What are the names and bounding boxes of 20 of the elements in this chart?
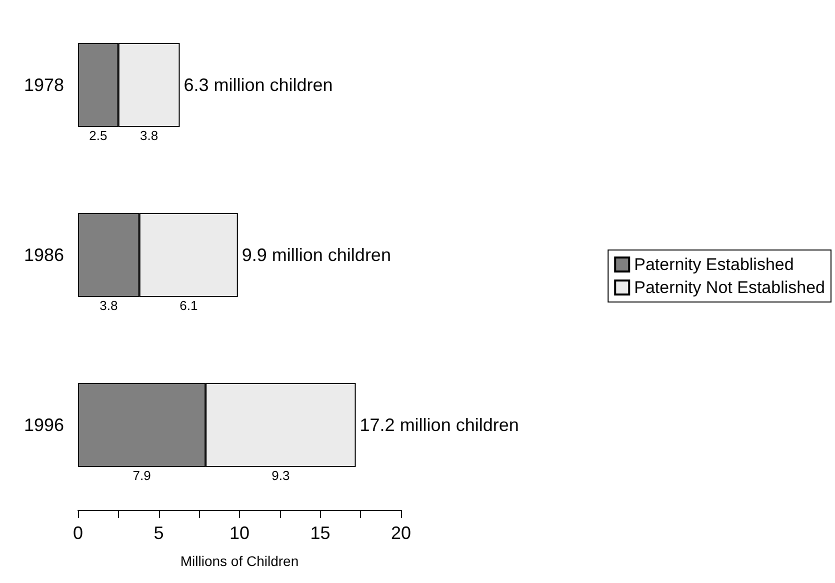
y-tick-label: 1986 — [24, 245, 64, 265]
y-tick-label: 1978 — [24, 75, 64, 95]
x-axis-title: Millions of Children — [180, 553, 299, 569]
data-label: 9.3 — [272, 468, 290, 483]
x-tick-label: 10 — [229, 523, 250, 543]
x-tick-label: 20 — [390, 523, 412, 543]
data-label: 6.1 — [180, 298, 198, 313]
total-label: 9.9 million children — [242, 245, 391, 265]
data-label: 2.5 — [89, 128, 108, 143]
data-label: 7.9 — [132, 468, 151, 483]
data-label: 3.8 — [100, 298, 118, 313]
total-label: 17.2 million children — [360, 415, 519, 435]
total-label: 6.3 million children — [184, 75, 333, 95]
y-tick-label: 1996 — [24, 415, 64, 435]
x-tick-label: 5 — [154, 523, 164, 543]
legend-label: Paternity Established — [634, 255, 794, 274]
legend-label: Paternity Not Established — [634, 278, 826, 297]
x-tick-label: 15 — [310, 523, 330, 543]
data-label: 3.8 — [140, 128, 158, 143]
x-tick-label: 0 — [72, 523, 84, 543]
